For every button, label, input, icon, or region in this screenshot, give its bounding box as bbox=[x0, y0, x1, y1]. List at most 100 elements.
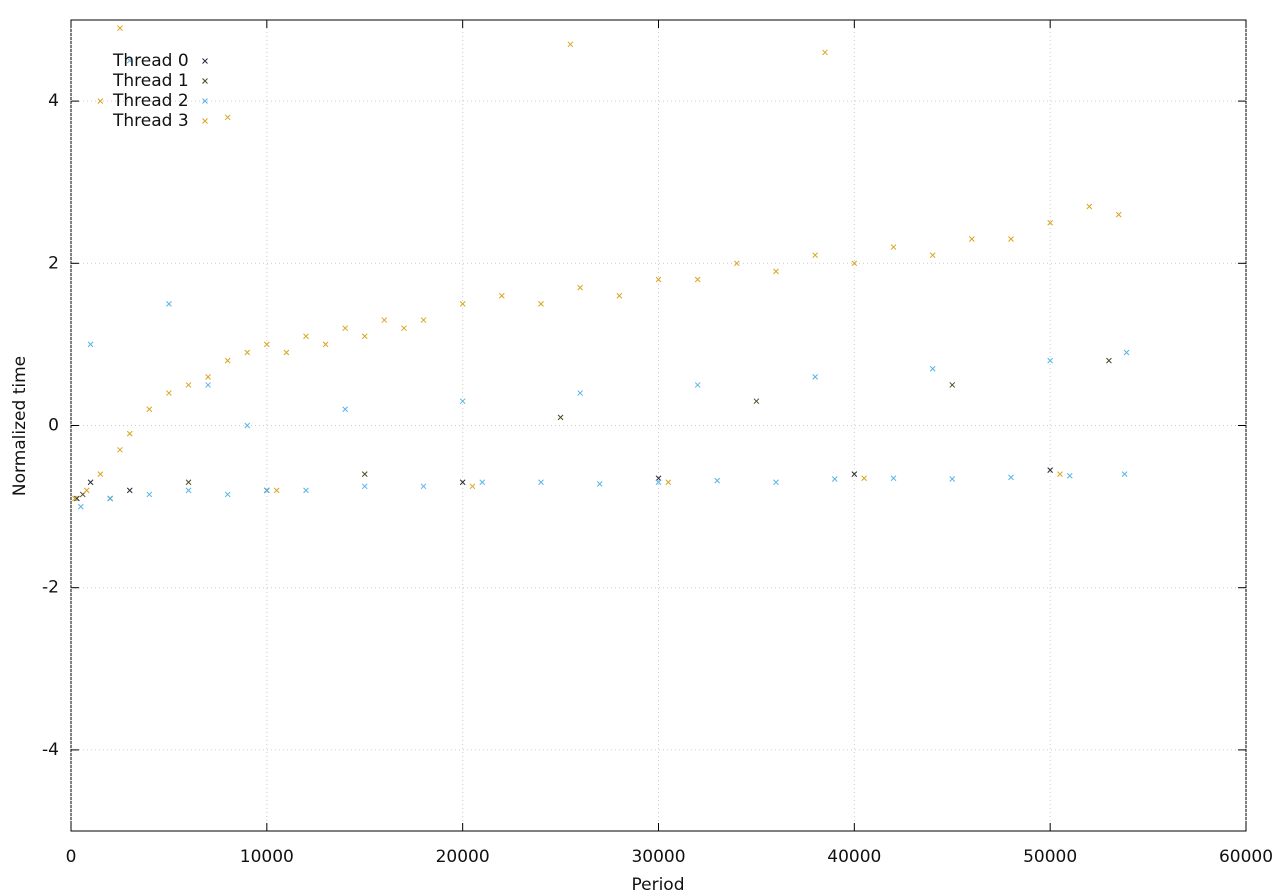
data-point bbox=[361, 471, 368, 478]
data-point bbox=[596, 481, 603, 487]
data-point bbox=[577, 284, 584, 291]
data-point bbox=[72, 495, 78, 502]
data-point bbox=[1121, 471, 1128, 478]
data-point bbox=[342, 325, 349, 332]
legend-marker bbox=[202, 58, 208, 64]
data-point bbox=[166, 300, 172, 307]
data-point bbox=[381, 317, 388, 323]
data-point bbox=[753, 398, 760, 405]
data-point bbox=[459, 479, 466, 486]
data-point bbox=[714, 477, 721, 484]
data-point bbox=[968, 236, 975, 242]
data-point bbox=[205, 373, 211, 380]
data-point bbox=[831, 476, 838, 482]
data-point bbox=[322, 341, 329, 348]
legend-label: Thread 1 bbox=[112, 71, 189, 91]
data-point bbox=[126, 487, 133, 494]
data-point bbox=[812, 252, 819, 259]
y-tick-label: 0 bbox=[48, 416, 59, 436]
data-point bbox=[1057, 471, 1063, 478]
data-point bbox=[361, 483, 368, 490]
data-point bbox=[929, 252, 936, 259]
data-point bbox=[263, 341, 270, 348]
data-point bbox=[126, 57, 133, 64]
data-point bbox=[655, 276, 662, 283]
data-point bbox=[567, 41, 574, 48]
legend-label: Thread 3 bbox=[112, 111, 189, 131]
data-point bbox=[773, 479, 779, 486]
data-point bbox=[694, 382, 701, 388]
data-point bbox=[342, 406, 349, 413]
data-point bbox=[74, 495, 80, 502]
data-point bbox=[97, 471, 104, 478]
data-point bbox=[303, 333, 309, 340]
y-tick-label: 2 bbox=[48, 253, 59, 273]
data-point bbox=[361, 333, 368, 340]
legend-marker bbox=[202, 118, 208, 124]
data-point bbox=[1066, 472, 1073, 479]
data-point bbox=[185, 382, 192, 388]
data-point bbox=[949, 476, 956, 482]
data-point bbox=[77, 503, 84, 510]
data-point bbox=[83, 487, 90, 494]
x-axis-label: Period bbox=[631, 875, 684, 895]
x-tick-label: 60000 bbox=[1219, 847, 1273, 867]
y-axis-label: Normalized time bbox=[10, 356, 30, 496]
data-point bbox=[273, 487, 280, 494]
data-point bbox=[1106, 357, 1112, 364]
data-point bbox=[1047, 357, 1054, 364]
legend-marker bbox=[202, 98, 208, 104]
x-tick-label: 10000 bbox=[240, 847, 294, 867]
data-point bbox=[557, 414, 564, 421]
data-point bbox=[97, 98, 104, 104]
legend-label: Thread 2 bbox=[112, 91, 189, 111]
data-point bbox=[117, 25, 123, 31]
data-point bbox=[929, 365, 936, 372]
data-point bbox=[224, 357, 231, 364]
data-point bbox=[538, 300, 544, 307]
data-point bbox=[694, 276, 701, 283]
x-tick-label: 40000 bbox=[827, 847, 881, 867]
data-point bbox=[420, 317, 427, 323]
x-tick-label: 0 bbox=[66, 847, 77, 867]
y-tick-label: 4 bbox=[48, 91, 59, 111]
legend-label: Thread 0 bbox=[112, 51, 189, 71]
data-point bbox=[1008, 236, 1014, 242]
data-point bbox=[890, 244, 897, 250]
data-point bbox=[107, 495, 114, 502]
data-point bbox=[890, 475, 897, 482]
data-point bbox=[1047, 467, 1054, 473]
data-point bbox=[851, 260, 858, 267]
data-point bbox=[459, 398, 466, 405]
data-point bbox=[469, 483, 476, 490]
data-point bbox=[1008, 474, 1014, 481]
legend-marker bbox=[202, 78, 208, 84]
data-point bbox=[244, 422, 251, 429]
data-point bbox=[303, 487, 309, 494]
data-point bbox=[283, 349, 290, 356]
data-point bbox=[263, 487, 270, 494]
data-point bbox=[861, 475, 867, 482]
data-point bbox=[577, 390, 584, 396]
data-point bbox=[812, 373, 819, 380]
data-point bbox=[655, 475, 662, 482]
y-tick-label: -2 bbox=[42, 578, 59, 598]
data-point bbox=[126, 430, 133, 437]
data-point bbox=[498, 292, 505, 299]
data-point bbox=[479, 479, 486, 486]
data-point bbox=[773, 268, 779, 275]
data-point bbox=[1086, 203, 1093, 210]
x-tick-label: 50000 bbox=[1023, 847, 1077, 867]
data-point bbox=[822, 49, 828, 56]
data-point bbox=[1047, 219, 1054, 226]
data-point bbox=[665, 479, 672, 486]
data-point bbox=[949, 382, 956, 388]
data-point bbox=[146, 406, 153, 413]
x-tick-label: 30000 bbox=[631, 847, 685, 867]
data-point bbox=[851, 471, 858, 478]
data-point bbox=[117, 446, 123, 453]
data-point bbox=[205, 382, 211, 388]
data-point bbox=[655, 479, 662, 486]
data-point bbox=[224, 114, 231, 121]
